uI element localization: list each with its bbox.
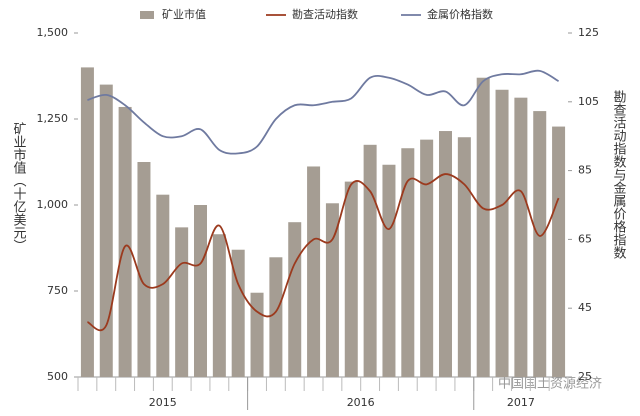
bar: [194, 205, 207, 377]
y2-tick-label: 25: [578, 370, 592, 383]
y-tick-label: 1,500: [37, 26, 69, 39]
y-axis-title: 矿业市值（十亿美元）: [11, 122, 27, 252]
legend-swatch: [140, 11, 154, 19]
legend-label: 矿业市值: [162, 7, 206, 21]
y-tick-label: 1,000: [37, 198, 69, 211]
y-tick-label: 500: [47, 370, 68, 383]
bar: [288, 222, 302, 377]
y2-tick-label: 45: [578, 301, 592, 314]
y-tick-label: 1,250: [37, 112, 69, 125]
bar: [439, 131, 452, 377]
legend-label: 勘查活动指数: [292, 7, 358, 21]
bar: [269, 257, 283, 377]
bar: [325, 203, 339, 377]
bar: [514, 97, 528, 377]
bar: [156, 194, 170, 377]
bar: [401, 148, 415, 377]
y-tick-label: 750: [47, 284, 68, 297]
bar: [363, 144, 377, 377]
line: [86, 173, 560, 332]
x-year-label: 2017: [507, 396, 535, 409]
bar: [250, 292, 264, 377]
bar: [118, 106, 132, 378]
y2-tick-label: 85: [578, 164, 592, 177]
bar: [231, 249, 245, 377]
watermark: 中国国土资源经济: [498, 377, 602, 392]
y2-tick-label: 65: [578, 232, 592, 245]
bar: [99, 84, 113, 377]
x-year-label: 2015: [149, 396, 177, 409]
bar: [420, 139, 434, 377]
bar: [137, 162, 151, 377]
bar: [533, 111, 547, 377]
bar: [80, 67, 94, 378]
bar: [344, 181, 358, 377]
y2-tick-label: 105: [578, 95, 599, 108]
bar: [382, 164, 396, 377]
bar: [175, 227, 189, 377]
bar: [552, 126, 566, 378]
legend-label: 金属价格指数: [427, 7, 493, 21]
y2-axis-title: 勘查活动指数与金属价格指数: [611, 90, 627, 259]
bar: [476, 77, 490, 377]
bar: [307, 166, 321, 377]
bar: [457, 137, 471, 377]
x-year-label: 2016: [347, 396, 375, 409]
y2-tick-label: 125: [578, 26, 599, 39]
line: [87, 69, 560, 155]
bar: [212, 234, 226, 377]
bar: [495, 89, 509, 377]
